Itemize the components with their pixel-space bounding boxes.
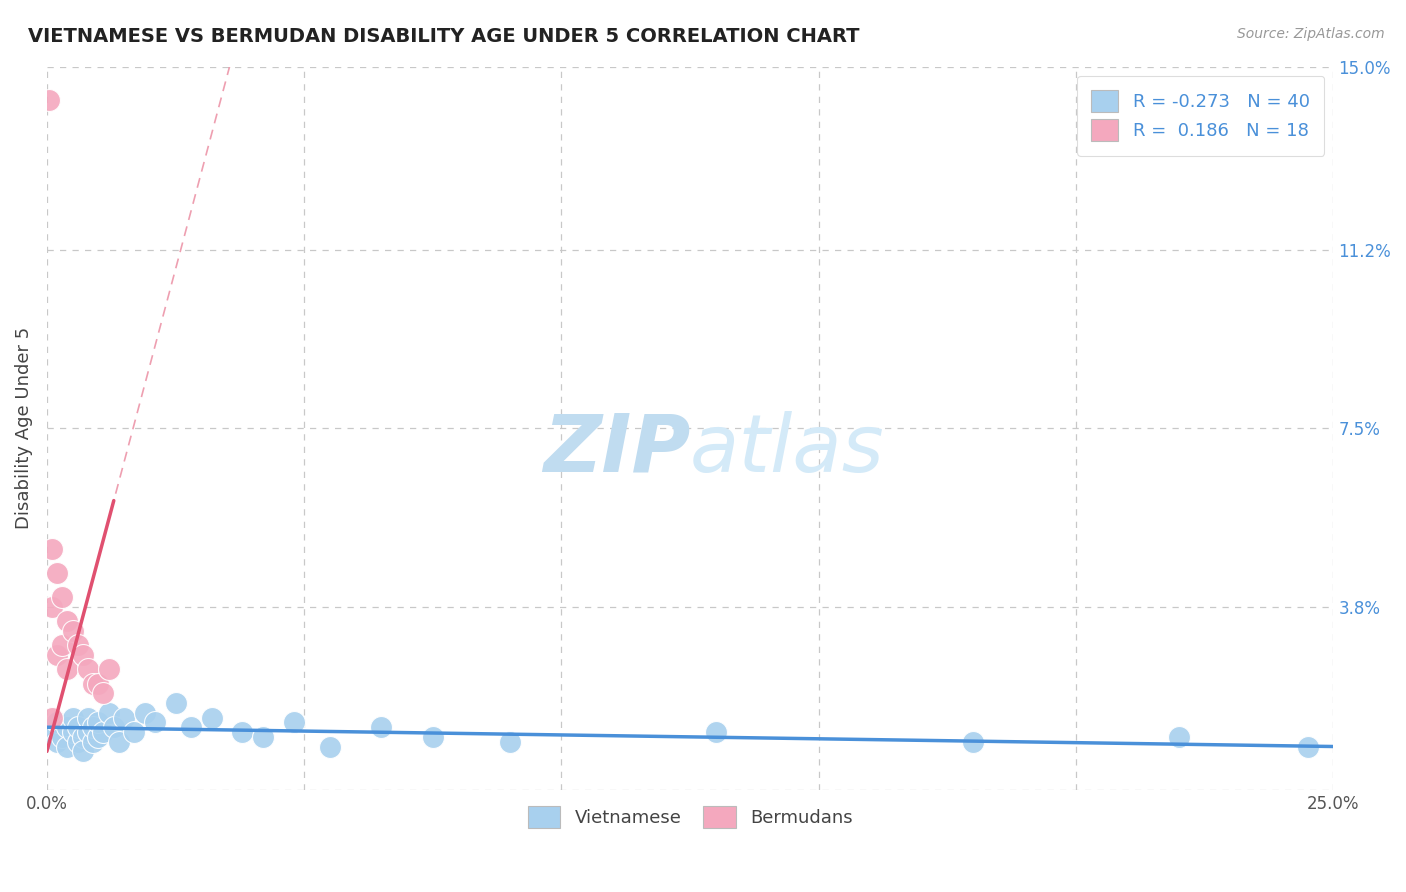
Point (124, 725, 146, 739)
Point (200, 710, 222, 724)
Point (41, 541, 63, 556)
Point (103, 720, 125, 734)
Point (82, 677, 104, 691)
Point (87, 715, 110, 730)
Point (72, 730, 94, 744)
Point (41, 725, 63, 739)
Point (72, 744, 94, 758)
Point (319, 739, 342, 754)
Point (56, 614, 79, 628)
Text: atlas: atlas (690, 411, 884, 489)
Point (1168, 730, 1191, 744)
Point (51, 590, 73, 604)
Point (56, 662, 79, 676)
Point (66, 734, 89, 748)
Point (962, 734, 984, 748)
Point (56, 720, 79, 734)
Point (134, 706, 156, 720)
Point (62, 710, 84, 724)
Point (46, 566, 69, 580)
Point (97, 706, 120, 720)
Point (77, 710, 100, 724)
Point (165, 696, 187, 710)
Point (51, 638, 73, 652)
Text: Source: ZipAtlas.com: Source: ZipAtlas.com (1237, 27, 1385, 41)
Point (93, 725, 115, 739)
Point (46, 734, 69, 748)
Point (87, 677, 110, 691)
Point (180, 720, 202, 734)
Text: VIETNAMESE VS BERMUDAN DISABILITY AGE UNDER 5 CORRELATION CHART: VIETNAMESE VS BERMUDAN DISABILITY AGE UN… (28, 27, 859, 45)
Point (77, 725, 100, 739)
Text: ZIP: ZIP (543, 411, 690, 489)
Y-axis label: Disability Age Under 5: Disability Age Under 5 (15, 327, 32, 529)
Point (143, 715, 166, 730)
Point (62, 725, 84, 739)
Point (112, 710, 135, 724)
Point (51, 730, 73, 744)
Point (38, 94, 60, 108)
Point (82, 734, 104, 748)
Point (97, 662, 120, 676)
Point (422, 730, 444, 744)
Point (108, 734, 131, 748)
Legend: Vietnamese, Bermudans: Vietnamese, Bermudans (520, 798, 860, 835)
Point (499, 734, 522, 748)
Point (41, 599, 63, 614)
Point (231, 725, 253, 739)
Point (56, 739, 79, 754)
Point (93, 686, 115, 700)
Point (62, 624, 84, 638)
Point (41, 710, 63, 724)
Point (77, 662, 100, 676)
Point (46, 715, 69, 730)
Point (66, 720, 89, 734)
Point (66, 638, 89, 652)
Point (46, 648, 69, 662)
Point (252, 730, 274, 744)
Point (87, 730, 110, 744)
Point (72, 648, 94, 662)
Point (704, 725, 727, 739)
Point (1296, 739, 1319, 754)
Point (283, 715, 305, 730)
Point (82, 720, 104, 734)
Point (370, 720, 392, 734)
